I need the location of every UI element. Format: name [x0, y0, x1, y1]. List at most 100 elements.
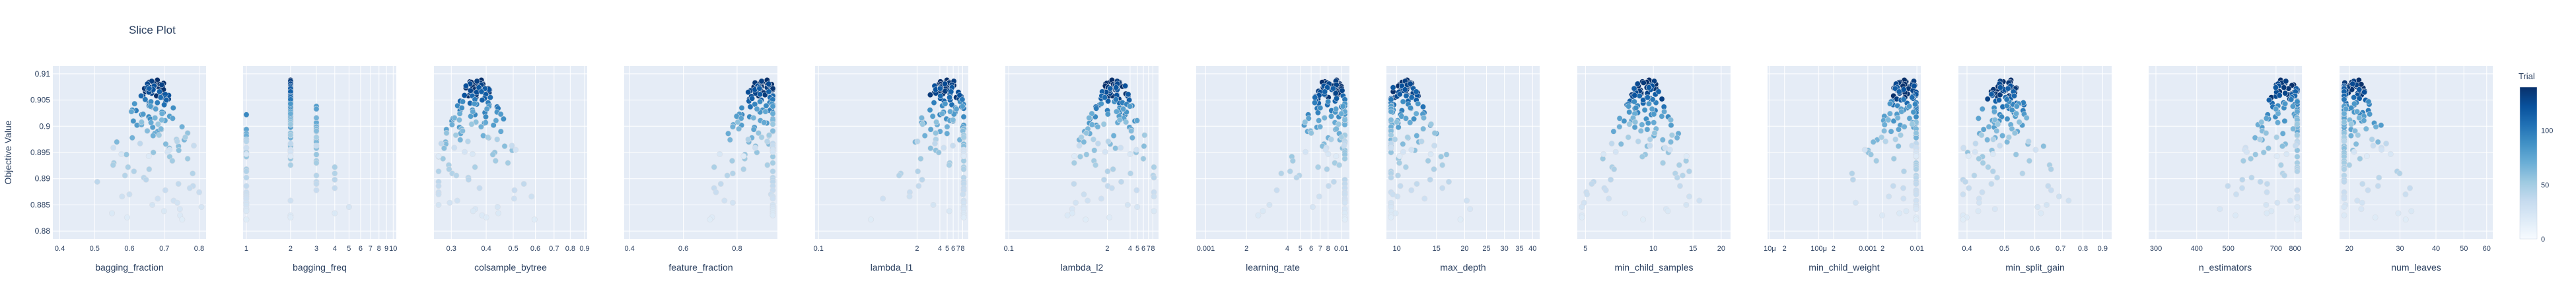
data-point	[118, 150, 125, 157]
data-point	[287, 197, 294, 204]
data-point	[1125, 91, 1131, 98]
data-point	[1107, 85, 1114, 92]
x-tick-label: 50	[2460, 245, 2468, 253]
data-point	[2363, 153, 2370, 160]
data-point	[1151, 193, 1157, 200]
data-point	[169, 158, 176, 164]
data-point	[313, 134, 320, 141]
data-point	[1071, 153, 1078, 160]
data-point	[495, 210, 501, 216]
data-point	[1151, 174, 1157, 181]
data-point	[1141, 143, 1147, 150]
data-point	[1322, 88, 1328, 95]
data-point	[2346, 162, 2353, 168]
data-point	[1640, 79, 1647, 86]
data-point	[511, 187, 518, 193]
data-point	[1092, 162, 1099, 168]
data-point	[1622, 210, 1628, 216]
data-point	[1402, 164, 1409, 170]
data-point	[1334, 95, 1340, 102]
data-point	[1402, 86, 1408, 93]
data-point	[740, 166, 747, 172]
data-point	[1342, 117, 1348, 123]
data-point	[1659, 96, 1665, 102]
data-point	[1979, 106, 1986, 112]
data-point	[1397, 183, 1404, 189]
x-axis-label: lambda_l2	[1061, 262, 1104, 273]
data-point	[2379, 147, 2385, 153]
x-tick-label: 0.6	[678, 245, 688, 253]
data-point	[1608, 176, 1614, 183]
data-point	[1324, 166, 1330, 172]
data-point	[511, 195, 517, 202]
data-point	[2239, 185, 2246, 191]
data-point	[921, 133, 928, 139]
data-point	[769, 110, 776, 117]
data-point	[1278, 170, 1285, 177]
data-point	[960, 153, 967, 160]
panel-min-child-samples: 5 10 15 20 min_child_samples	[1577, 66, 1731, 273]
data-point	[1403, 115, 1410, 121]
data-point	[1610, 128, 1617, 135]
x-tick-label: 0.7	[159, 245, 169, 253]
data-point	[2341, 204, 2347, 211]
data-point	[1118, 145, 1124, 151]
data-point	[1852, 199, 1859, 206]
data-point	[1631, 92, 1638, 99]
data-point	[2361, 117, 2367, 124]
data-point	[2282, 90, 2289, 96]
data-point	[1325, 150, 1332, 157]
data-point	[1403, 92, 1410, 99]
x-tick-label: 800	[2289, 245, 2301, 253]
data-point	[942, 81, 948, 87]
x-tick-label: 9	[384, 245, 388, 253]
data-point	[1122, 82, 1129, 89]
data-point	[2365, 98, 2372, 105]
data-point	[128, 108, 135, 115]
data-point	[2056, 193, 2062, 200]
data-point	[757, 98, 764, 105]
data-point	[950, 117, 956, 123]
data-point	[950, 143, 956, 149]
data-point	[959, 96, 966, 103]
y-tick-label: 0.88	[35, 226, 51, 236]
data-point	[2359, 199, 2365, 206]
data-point	[1901, 168, 1908, 175]
data-point	[1901, 123, 1908, 130]
data-point	[1896, 88, 1902, 95]
data-point	[1396, 160, 1403, 166]
data-point	[1895, 143, 1902, 150]
data-point	[1420, 125, 1427, 132]
x-tick-label: 6	[1309, 245, 1313, 253]
data-point	[1633, 105, 1639, 112]
data-point	[1674, 174, 1680, 181]
data-point	[2009, 107, 2015, 114]
data-point	[176, 206, 183, 213]
data-point	[1404, 134, 1411, 141]
data-point	[2349, 81, 2356, 87]
x-tick-label: 20	[1717, 245, 1725, 253]
data-point	[2275, 119, 2281, 126]
data-point	[2341, 138, 2347, 145]
data-point	[470, 208, 476, 214]
data-point	[1861, 147, 1868, 153]
data-point	[287, 214, 294, 220]
data-point	[1886, 110, 1893, 117]
data-point	[313, 115, 320, 121]
data-point	[1894, 115, 1901, 121]
data-point	[1408, 94, 1415, 101]
data-point	[1668, 122, 1674, 129]
data-point	[1413, 181, 1420, 187]
colorbar-tick-label: 50	[2541, 182, 2549, 189]
data-point	[2287, 197, 2293, 204]
data-point	[109, 210, 116, 216]
data-point	[176, 147, 182, 154]
data-point	[459, 98, 466, 105]
data-point	[1302, 119, 1308, 125]
x-tick-label: 0.5	[508, 245, 518, 253]
data-point	[1996, 97, 2003, 104]
data-point	[953, 106, 960, 112]
data-point	[124, 214, 130, 220]
